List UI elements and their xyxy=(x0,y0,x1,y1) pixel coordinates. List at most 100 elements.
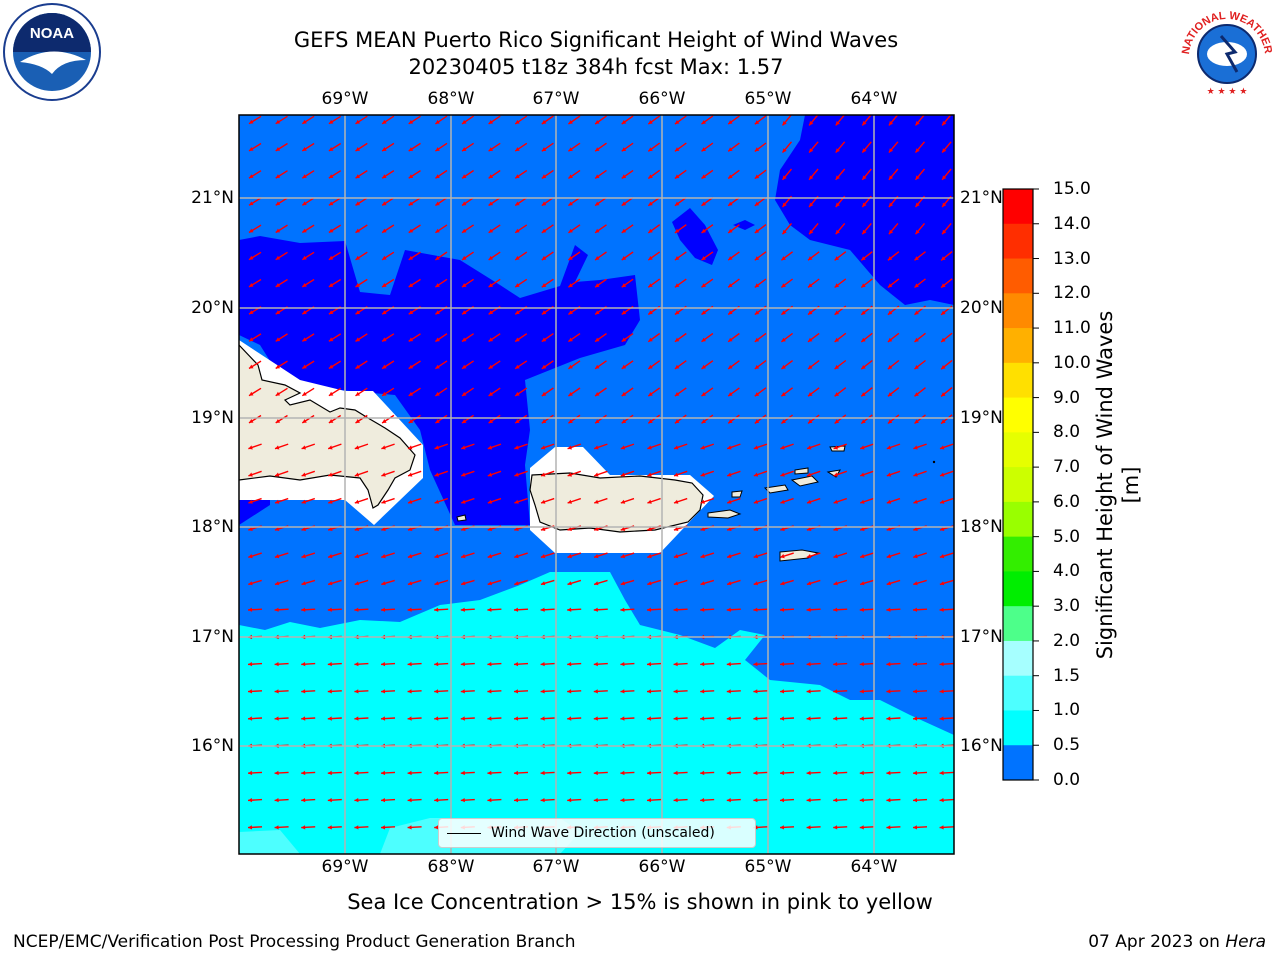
lat-label-left: 18°N xyxy=(191,517,234,537)
wind-wave-arrowhead xyxy=(354,662,359,667)
wind-wave-arrowhead xyxy=(487,798,492,803)
wind-wave-arrowhead xyxy=(862,229,867,235)
wind-wave-arrowhead xyxy=(621,283,627,288)
colorbar xyxy=(1003,188,1039,781)
wind-wave-arrowhead xyxy=(302,255,307,260)
wind-wave-arrowhead xyxy=(781,283,786,288)
wind-wave-arrowhead xyxy=(462,391,467,396)
wind-wave-arrowhead xyxy=(915,148,920,153)
colorbar-tick-label: 1.0 xyxy=(1053,700,1081,721)
lat-label-right: 20°N xyxy=(960,298,1003,318)
wind-wave-arrowhead xyxy=(809,202,814,207)
wind-wave-arrowhead xyxy=(275,391,281,396)
wind-wave-arrowhead xyxy=(808,419,813,424)
wind-wave-arrowhead xyxy=(700,581,705,586)
wind-wave-arrowhead xyxy=(328,174,334,179)
wind-wave-arrowhead xyxy=(780,662,785,667)
footer-date: 07 Apr 2023 on Hera xyxy=(1088,932,1266,952)
wind-wave-arrowhead xyxy=(462,201,467,206)
wind-wave-arrowhead xyxy=(780,770,785,776)
wind-wave-arrowhead xyxy=(833,607,838,612)
colorbar-tick-label: 12.0 xyxy=(1053,283,1091,304)
wind-wave-arrowhead xyxy=(886,526,892,531)
wind-wave-arrowhead xyxy=(515,255,520,260)
wind-wave-arrowhead xyxy=(674,256,680,261)
wind-wave-arrowhead xyxy=(673,607,678,612)
wind-wave-arrowhead xyxy=(647,526,652,531)
wind-wave-arrowhead xyxy=(327,607,332,612)
wind-wave-arrowhead xyxy=(434,798,439,803)
wind-wave-arrowhead xyxy=(940,445,945,450)
colorbar-segment xyxy=(1003,397,1033,433)
wind-wave-arrowhead xyxy=(275,445,280,450)
colorbar-tick-label: 11.0 xyxy=(1053,318,1091,339)
wind-wave-arrowhead xyxy=(701,419,706,424)
wind-wave-arrowhead xyxy=(407,581,413,586)
wind-wave-arrowhead xyxy=(249,255,254,260)
wind-wave-arrowhead xyxy=(728,120,733,125)
wind-wave-arrowhead xyxy=(275,337,281,342)
wind-wave-arrowhead xyxy=(515,310,520,315)
wind-wave-arrowhead xyxy=(806,689,811,694)
wind-wave-arrowhead xyxy=(913,499,918,504)
svg-text:★ ★ ★ ★: ★ ★ ★ ★ xyxy=(1207,87,1248,97)
lat-label-left: 20°N xyxy=(191,298,234,318)
wind-wave-arrowhead xyxy=(780,798,785,803)
wind-wave-arrowhead xyxy=(862,202,867,207)
wind-wave-arrowhead xyxy=(859,798,864,803)
colorbar-segment xyxy=(1003,432,1033,468)
wind-wave-arrowhead xyxy=(781,256,786,261)
wind-wave-arrowhead xyxy=(435,337,440,342)
wind-wave-arrowhead xyxy=(701,174,706,179)
wind-wave-arrowhead xyxy=(301,716,306,721)
wind-wave-arrowhead xyxy=(541,419,547,424)
wind-wave-arrowhead xyxy=(515,201,520,206)
wind-wave-arrowhead xyxy=(860,445,865,450)
wind-wave-arrowhead xyxy=(408,255,414,260)
svg-text:NOAA: NOAA xyxy=(30,25,74,42)
wind-wave-arrowhead xyxy=(568,283,573,288)
wind-wave-arrowhead xyxy=(727,472,732,477)
wind-wave-arrowhead xyxy=(833,716,838,721)
lat-label-left: 17°N xyxy=(191,627,234,647)
wind-wave-arrowhead xyxy=(488,391,494,396)
wind-wave-arrowhead xyxy=(621,337,627,342)
wind-wave-arrowhead xyxy=(806,716,811,721)
lon-label-top: 69°W xyxy=(321,89,369,109)
noaa-logo: NOAA xyxy=(2,2,102,102)
wind-wave-arrowhead xyxy=(302,391,307,396)
wind-wave-arrowhead xyxy=(381,445,386,450)
wind-wave-arrowhead xyxy=(407,554,413,559)
wind-wave-arrowhead xyxy=(541,310,547,315)
wind-wave-arrowhead xyxy=(274,798,279,803)
wave-band-0-0.5-sw xyxy=(239,495,270,525)
wind-wave-arrowhead xyxy=(621,364,627,369)
wind-wave-arrowhead xyxy=(621,174,627,179)
wind-wave-arrowhead xyxy=(408,119,414,124)
wind-wave-arrowhead xyxy=(701,147,706,152)
wind-wave-arrowhead xyxy=(834,283,840,288)
wind-wave-arrowhead xyxy=(249,119,254,124)
wind-wave-arrowhead xyxy=(809,175,814,180)
wind-wave-arrowhead xyxy=(568,392,573,396)
wind-wave-arrowhead xyxy=(381,607,386,612)
wind-wave-arrowhead xyxy=(302,310,307,315)
wind-wave-arrowhead xyxy=(408,364,414,369)
wind-wave-arrowhead xyxy=(781,419,786,424)
wind-wave-arrowhead xyxy=(620,554,626,559)
wind-wave-arrowhead xyxy=(568,419,573,424)
chart-subtitle: 20230405 t18z 384h fcst Max: 1.57 xyxy=(408,55,784,79)
wind-wave-arrowhead xyxy=(647,554,652,559)
wind-wave-arrowhead xyxy=(249,337,254,342)
wind-wave-arrowhead xyxy=(434,445,439,450)
wind-wave-arrowhead xyxy=(861,365,866,370)
wind-wave-arrowhead xyxy=(248,716,253,721)
wind-wave-arrowhead xyxy=(514,445,519,450)
wind-wave-arrowhead xyxy=(407,770,412,776)
wind-wave-arrowhead xyxy=(728,147,733,152)
wind-wave-arrowhead xyxy=(833,825,838,830)
colorbar-segment xyxy=(1003,258,1033,294)
wind-wave-arrowhead xyxy=(540,798,545,803)
wind-wave-arrowhead xyxy=(382,174,387,179)
wind-wave-arrowhead xyxy=(940,472,945,477)
